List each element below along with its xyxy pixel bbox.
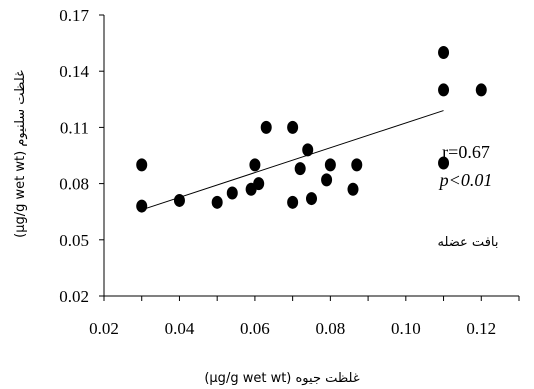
x-tick-label: 0.02 [89,319,119,338]
axes [99,14,520,301]
data-point [249,158,261,172]
y-tick-labels: 0.02 0.05 0.08 0.11 0.14 0.17 [59,6,89,306]
x-tick-label: 0.06 [240,319,270,338]
x-axis-title: (µg/g wet wt) غلظت جیوه [204,371,360,386]
data-points [136,45,487,213]
trendline-group [141,110,444,211]
data-point [136,158,148,172]
data-point [347,182,359,196]
correlation-annotation: r=0.67 [442,142,490,162]
data-point [302,143,314,157]
y-tick-label: 0.08 [59,175,89,194]
y-tick-label: 0.02 [59,287,89,306]
regression-line [141,110,444,211]
data-point [226,186,238,200]
data-point [438,45,450,59]
data-point [306,192,317,206]
data-point [324,158,336,172]
x-tick-label: 0.10 [391,319,421,338]
data-point [287,195,299,209]
data-point [438,83,450,97]
x-tick-label: 0.08 [315,319,345,338]
p-value-annotation: p<0.01 [438,170,493,190]
y-tick-label: 0.17 [59,6,89,25]
y-tick-label: 0.11 [60,118,89,137]
y-tick-label: 0.14 [59,62,89,81]
x-tick-label: 0.04 [165,319,195,338]
data-point [287,120,299,134]
data-point [253,177,265,191]
x-tick-label: 0.12 [466,319,496,338]
tissue-annotation: بافت عضله [438,235,499,250]
data-point [321,173,333,187]
data-point [211,195,223,209]
data-point [475,83,487,97]
y-tick-label: 0.05 [59,231,89,250]
x-tick-labels: 0.02 0.04 0.06 0.08 0.10 0.12 [89,319,496,338]
data-point [136,199,148,213]
data-point [351,158,363,172]
data-point [294,162,306,176]
data-point [438,156,450,170]
data-point [173,193,185,207]
y-axis-title: (µg/g wet wt) غلظت سلنیوم [13,70,28,238]
data-point [260,120,272,134]
